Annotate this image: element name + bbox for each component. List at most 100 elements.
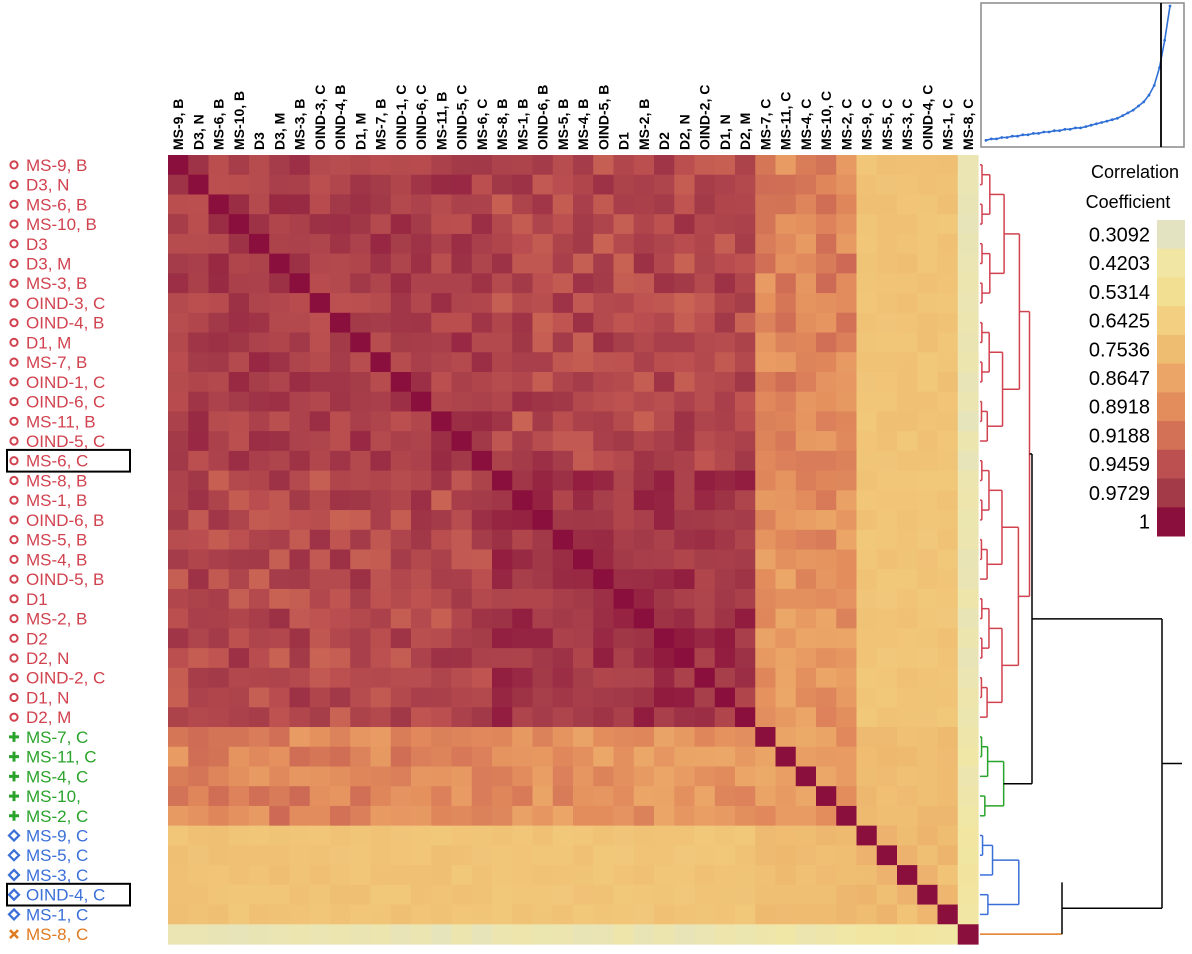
heatmap-cell: [532, 569, 554, 590]
heatmap-cell: [188, 490, 210, 511]
heatmap-cell: [897, 371, 918, 393]
heatmap-cell: [451, 667, 473, 689]
heatmap-cell: [552, 845, 574, 866]
heatmap-cell: [593, 608, 615, 629]
heatmap-cell: [471, 865, 493, 886]
heatmap-cell: [897, 490, 918, 511]
heatmap-cell: [714, 667, 736, 689]
heatmap-cell: [289, 332, 311, 353]
heatmap-cell: [289, 687, 311, 708]
heatmap-cell: [876, 924, 898, 945]
heatmap-cell: [309, 411, 331, 432]
heatmap-cell: [735, 648, 756, 669]
heatmap-cell: [937, 588, 959, 610]
group-marker-circle: [9, 199, 19, 209]
heatmap-cell: [714, 155, 736, 176]
heatmap-cell: [755, 312, 777, 334]
heatmap-cell: [350, 253, 372, 274]
heatmap-cell: [714, 786, 736, 807]
heatmap-cell: [451, 214, 473, 235]
heatmap-cell: [613, 411, 635, 432]
heatmap-cell: [289, 194, 311, 215]
heatmap-cell: [451, 293, 473, 314]
heatmap-cell: [289, 805, 311, 827]
heatmap-cell: [249, 371, 270, 393]
heatmap-cell: [795, 490, 817, 511]
heatmap-cell: [694, 450, 716, 472]
heatmap-cell: [188, 293, 210, 314]
heatmap-cell: [228, 569, 250, 590]
heatmap-cell: [674, 352, 696, 373]
heatmap-cell: [269, 214, 291, 235]
heatmap-cell: [755, 214, 777, 235]
heatmap-cell: [249, 865, 270, 886]
heatmap-cell: [532, 588, 554, 610]
heatmap-cell: [188, 155, 210, 176]
heatmap-cell: [674, 687, 696, 708]
heatmap-cell: [897, 510, 918, 531]
heatmap-cell: [917, 667, 939, 689]
colorbar-legend: CorrelationCoefficient0.30920.42030.5314…: [1086, 162, 1185, 537]
heatmap-cell: [856, 273, 878, 294]
heatmap-cell: [512, 371, 534, 393]
column-label: MS-6, B: [211, 99, 227, 150]
heatmap-cell: [755, 845, 777, 866]
heatmap-cell: [330, 214, 351, 235]
heatmap-cell: [735, 845, 756, 866]
heatmap-cell: [249, 233, 270, 255]
heatmap-cell: [897, 667, 918, 689]
heatmap-cell: [897, 865, 918, 886]
heatmap-cell: [816, 904, 837, 925]
heatmap-cell: [897, 628, 918, 649]
heatmap-cell: [775, 450, 797, 472]
heatmap-cell: [228, 155, 250, 176]
heatmap-cell: [512, 845, 534, 866]
heatmap-cell: [512, 884, 534, 906]
heatmap-cell: [694, 431, 716, 452]
heatmap-cell: [471, 904, 493, 925]
inset-curve: [985, 5, 1171, 142]
heatmap-cell: [836, 766, 858, 787]
group-marker-circle: [9, 673, 19, 683]
column-label: OIND-6, C: [413, 85, 429, 150]
colorbar-swatch: [1157, 363, 1185, 393]
heatmap-cell: [917, 746, 939, 768]
heatmap-cell: [957, 588, 979, 610]
group-marker-plus: [9, 810, 19, 821]
heatmap-cell: [573, 727, 594, 748]
heatmap-cell: [694, 253, 716, 274]
heatmap-cell: [208, 431, 230, 452]
heatmap-cell: [917, 411, 939, 432]
heatmap-cell: [512, 727, 534, 748]
heatmap-cell: [876, 470, 898, 491]
heatmap-cell: [957, 904, 979, 925]
heatmap-cell: [795, 293, 817, 314]
heatmap-cell: [654, 194, 675, 215]
heatmap-cell: [269, 569, 291, 590]
heatmap-cell: [451, 648, 473, 669]
heatmap-cell: [390, 352, 412, 373]
heatmap-cell: [633, 411, 655, 432]
group-marker-diamond: [7, 868, 21, 882]
heatmap-cell: [937, 510, 959, 531]
heatmap-cell: [593, 431, 615, 452]
heatmap-cell: [654, 707, 675, 728]
heatmap-cell: [390, 825, 412, 846]
heatmap-cell: [714, 825, 736, 846]
heatmap-cell: [512, 391, 534, 413]
heatmap-cell: [471, 155, 493, 176]
heatmap-cell: [471, 628, 493, 649]
heatmap-cell: [795, 529, 817, 551]
heatmap-cell: [897, 293, 918, 314]
heatmap-cell: [350, 431, 372, 452]
heatmap-cell: [816, 569, 837, 590]
heatmap-cell: [390, 766, 412, 787]
heatmap-cell: [897, 352, 918, 373]
heatmap-cell: [897, 687, 918, 708]
heatmap-cell: [512, 628, 534, 649]
row-label: OIND-3, C: [26, 294, 105, 313]
heatmap-cell: [350, 687, 372, 708]
heatmap-cell: [856, 845, 878, 866]
heatmap-cell: [856, 805, 878, 827]
heatmap-cell: [431, 332, 453, 353]
